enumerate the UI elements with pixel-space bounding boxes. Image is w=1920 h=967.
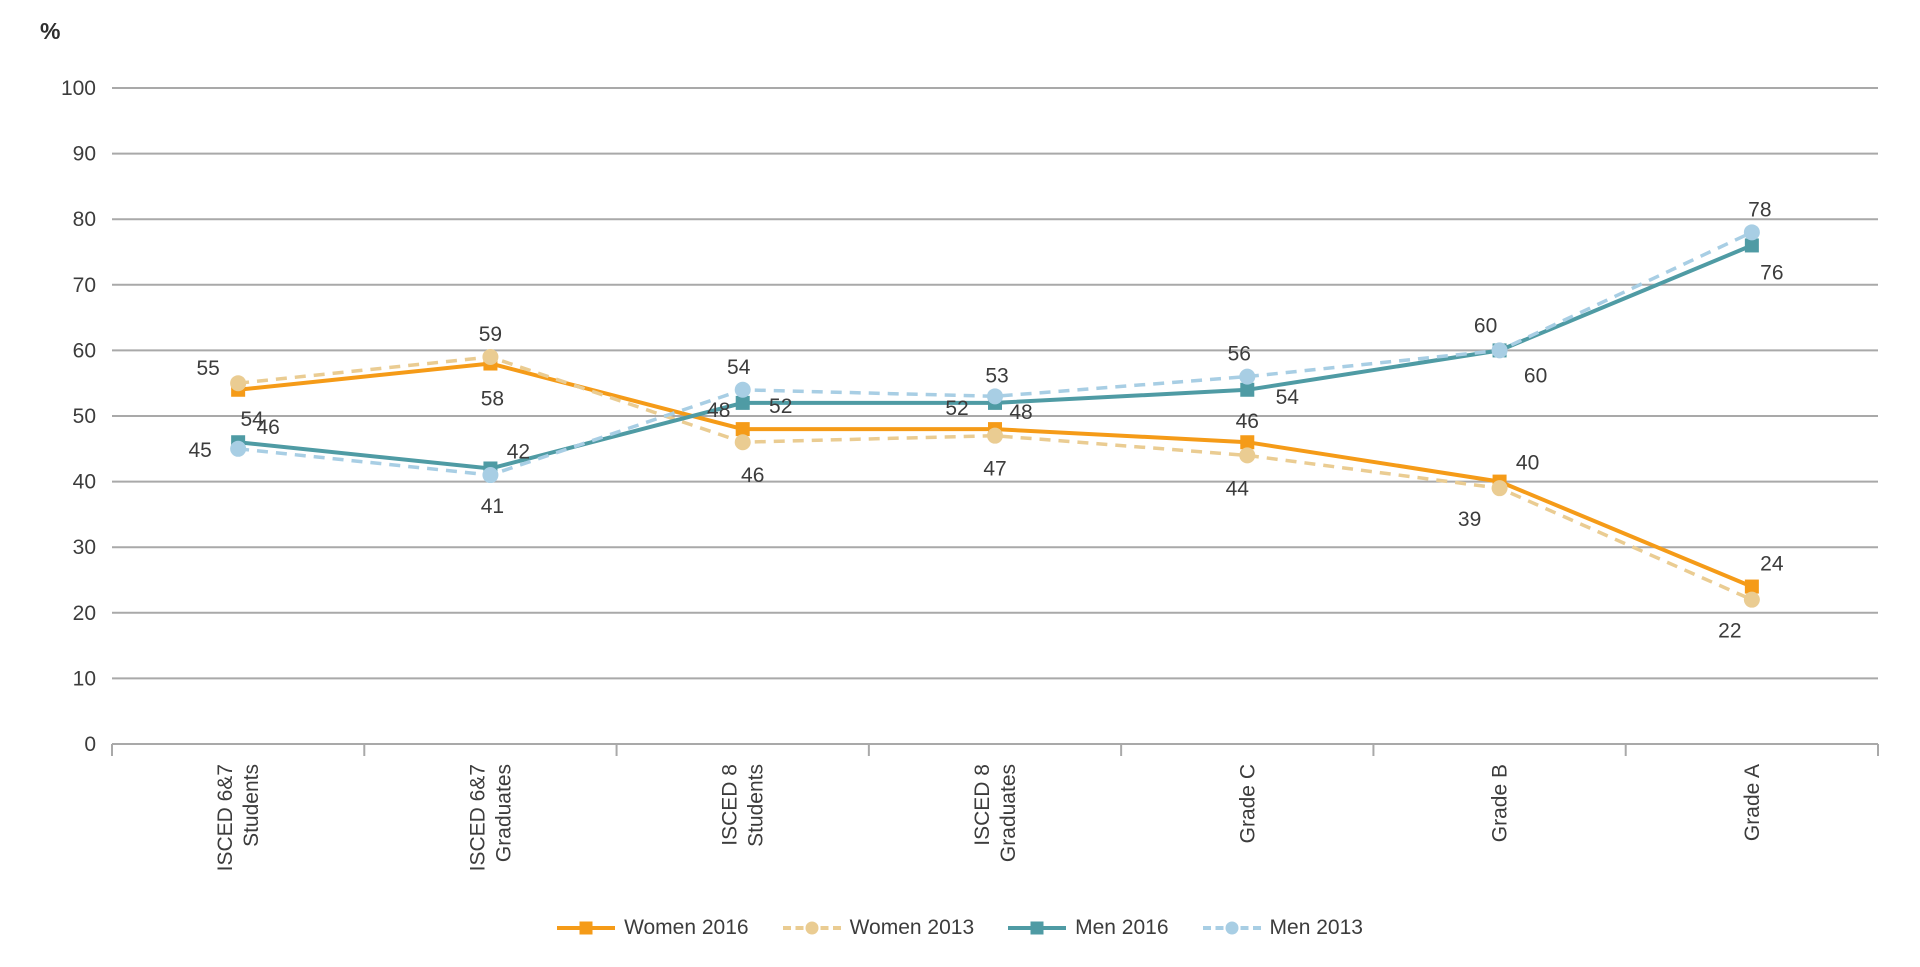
data-point-marker-women-2013 (1743, 591, 1760, 608)
data-point-label: 42 (507, 440, 530, 463)
data-point-marker-women-2016 (1744, 579, 1759, 594)
data-point-label: 46 (256, 416, 279, 439)
data-point-label: 60 (1474, 314, 1497, 337)
data-point-marker-men-2013 (987, 388, 1003, 405)
data-point-marker-women-2016 (1240, 435, 1255, 450)
legend-line-sample (782, 921, 841, 935)
legend-label: Men 2013 (1269, 916, 1363, 939)
y-axis-tick-label: 20 (73, 602, 96, 625)
y-axis-tick-label: 10 (73, 667, 96, 690)
data-point-label: 54 (1276, 386, 1300, 409)
data-point-label: 53 (985, 364, 1008, 387)
y-axis-tick-label: 40 (73, 471, 96, 494)
line-chart: 0 10 20 30 40 50 60 70 80 90 100 ISCED 6&7 Students I… (61, 77, 1879, 871)
data-point-label: 59 (479, 323, 502, 346)
data-point-marker-women-2013 (734, 434, 751, 451)
data-point-label: 44 (1226, 477, 1250, 500)
data-point-marker-women-2013 (987, 427, 1003, 444)
data-point-marker-women-2013 (482, 348, 499, 365)
data-point-marker-women-2013 (1491, 480, 1508, 497)
data-point-label: 46 (1236, 410, 1259, 433)
x-axis-category-label: ISCED 6&7 Graduates (466, 764, 515, 871)
data-point-label: 56 (1228, 343, 1251, 366)
data-point-marker-men-2013 (482, 467, 499, 484)
data-point-label: 76 (1760, 261, 1783, 284)
data-point-marker-men-2016 (735, 395, 750, 410)
legend-marker-square-icon (1030, 921, 1044, 935)
legend-label: Women 2013 (849, 916, 975, 939)
y-axis-tick-label: 80 (73, 208, 96, 231)
data-point-label: 46 (741, 464, 764, 487)
data-point-label: 40 (1516, 452, 1539, 475)
x-axis-category-label: Grade C (1236, 764, 1259, 843)
data-point-label: 47 (983, 458, 1006, 481)
data-point-marker-men-2016 (1240, 382, 1255, 397)
data-point-marker-men-2013 (230, 440, 247, 457)
data-point-marker-men-2016 (1744, 238, 1759, 253)
y-axis-tick-label: 70 (73, 274, 96, 297)
legend-line-sample (557, 921, 616, 935)
data-point-label: 22 (1718, 620, 1741, 643)
legend-marker-square-icon (579, 921, 593, 935)
data-point-label: 58 (481, 388, 504, 411)
y-axis-tick-label: 90 (73, 143, 96, 166)
legend-marker-circle-icon (1225, 921, 1239, 935)
legend-marker-circle-icon (805, 921, 819, 935)
legend-item-women-2013: Women 2013 (782, 916, 975, 940)
data-point-label: 24 (1760, 553, 1784, 576)
data-point-label: 55 (196, 357, 219, 380)
chart-legend: Women 2016 Women 2013 Men 2016 Men 2013 (0, 916, 1920, 940)
data-point-label: 39 (1458, 508, 1481, 531)
data-point-marker-men-2013 (1743, 224, 1760, 241)
legend-item-men-2016: Men 2016 (1008, 916, 1169, 940)
x-axis-category-label: Grade A (1741, 764, 1764, 841)
x-axis-category-label: ISCED 8 Students (719, 764, 768, 847)
legend-item-women-2016: Women 2016 (557, 916, 749, 940)
data-point-label: 60 (1524, 364, 1547, 387)
data-point-label: 52 (945, 397, 968, 420)
data-point-label: 54 (240, 408, 264, 431)
data-point-label: 48 (1009, 401, 1032, 424)
legend-label: Women 2016 (624, 916, 749, 939)
y-axis-tick-label: 50 (73, 405, 96, 428)
legend-label: Men 2016 (1075, 916, 1169, 939)
data-point-label: 54 (727, 356, 751, 379)
data-point-label: 52 (769, 395, 792, 418)
legend-item-men-2013: Men 2013 (1202, 916, 1363, 940)
legend-line-sample (1202, 921, 1261, 935)
x-axis-category-label: ISCED 6&7 Students (214, 764, 263, 871)
y-axis-tick-label: 60 (73, 339, 96, 362)
data-point-label: 41 (481, 495, 504, 518)
data-point-label: 48 (707, 399, 730, 422)
x-axis-category-label: ISCED 8 Graduates (971, 764, 1020, 862)
y-axis-tick-label: 0 (84, 733, 96, 756)
legend-line-sample (1008, 921, 1067, 935)
data-point-marker-men-2013 (1491, 342, 1508, 359)
y-axis-tick-label: 30 (73, 536, 96, 559)
data-point-marker-women-2016 (735, 422, 750, 437)
y-axis-tick-label: 100 (61, 77, 96, 100)
x-axis-category-label: Grade B (1489, 764, 1512, 842)
data-point-marker-women-2013 (230, 375, 247, 392)
data-point-marker-men-2013 (734, 381, 751, 398)
data-point-label: 45 (188, 439, 211, 462)
data-point-marker-women-2013 (1239, 447, 1256, 464)
y-axis-unit-label: % (40, 18, 61, 44)
data-point-label: 78 (1748, 198, 1771, 221)
data-point-marker-men-2013 (1239, 368, 1256, 385)
